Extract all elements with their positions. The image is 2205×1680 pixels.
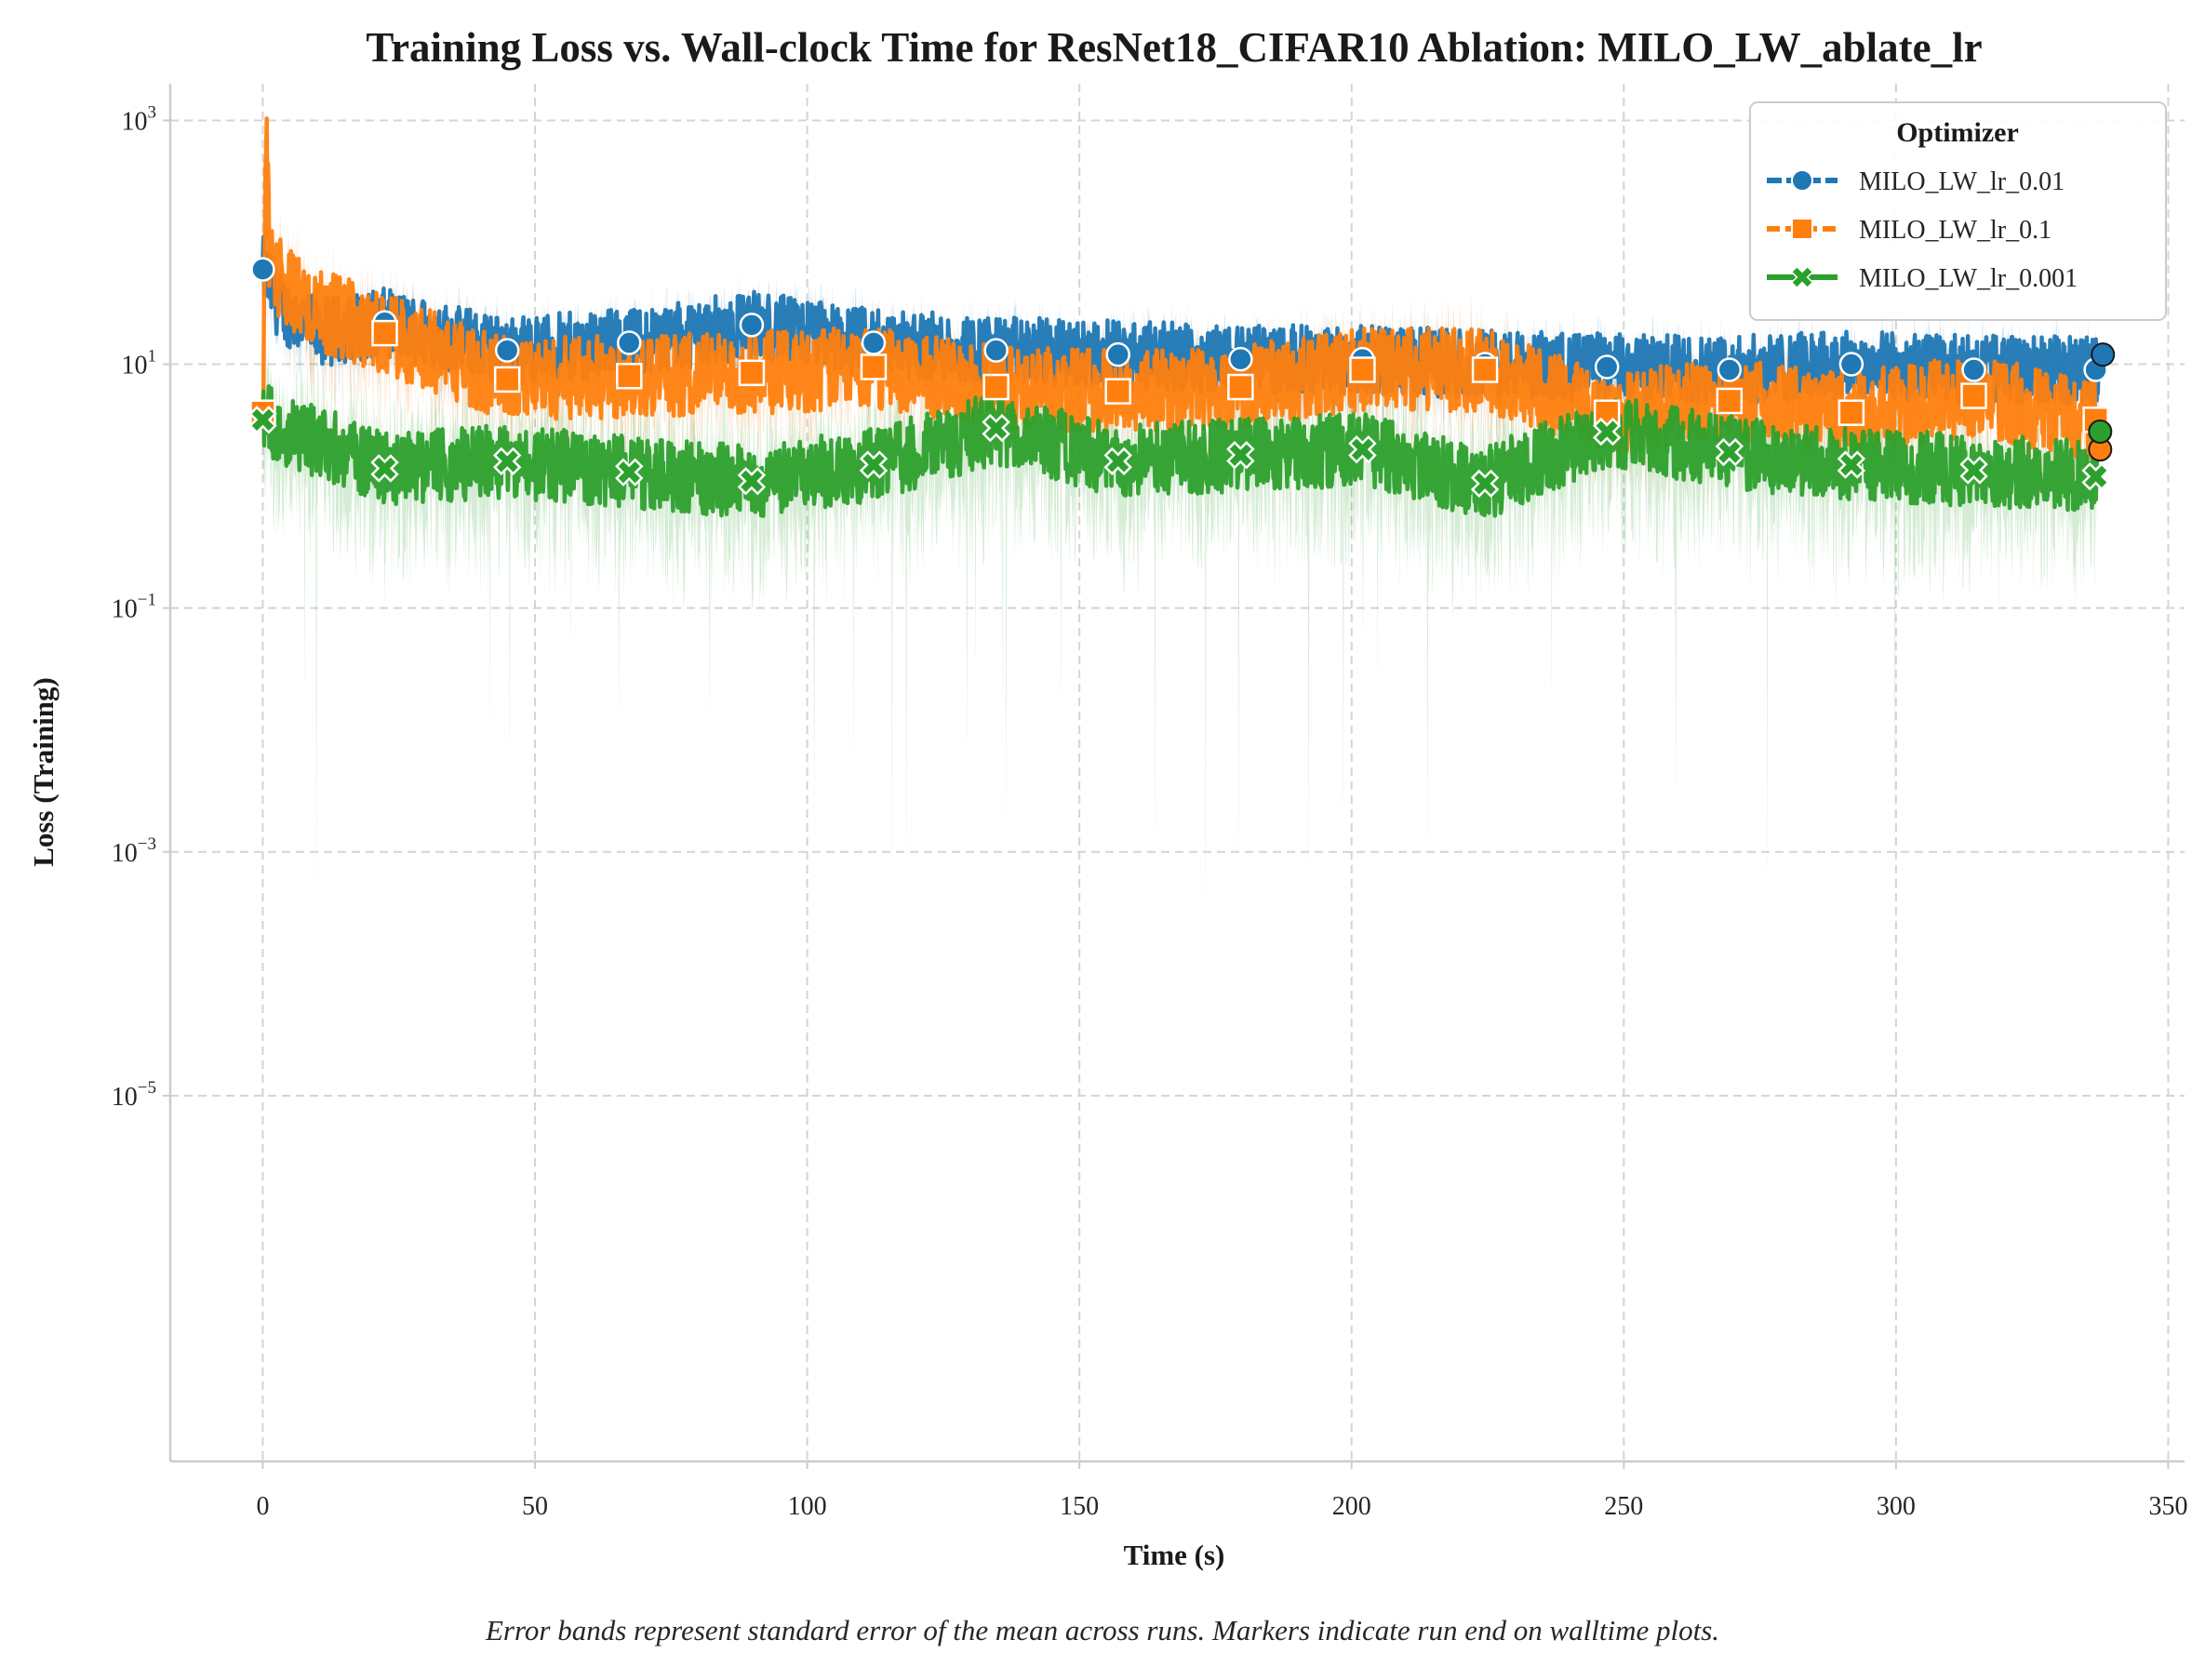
data-point (739, 313, 765, 338)
data-point (1226, 440, 1255, 470)
y-tick-label: 103 (122, 102, 157, 136)
y-axis-ticks: 10−5 10−3 10−1 101 103 (112, 102, 170, 1112)
data-point (1470, 469, 1500, 499)
series-lines (261, 116, 2103, 518)
x-tick-label: 0 (256, 1492, 269, 1521)
data-point (1471, 356, 1499, 383)
data-point (982, 413, 1010, 443)
data-point (1594, 354, 1620, 380)
legend-circle-icon (1791, 169, 1813, 192)
data-point (250, 257, 275, 282)
series-markers (248, 257, 2110, 499)
data-point (1715, 437, 1744, 467)
x-axis-ticks: 0 50 100 150 200 250 300 350 (256, 1461, 2187, 1521)
x-tick-label: 150 (1060, 1492, 1099, 1521)
data-point (2081, 462, 2110, 491)
x-tick-label: 50 (522, 1492, 548, 1521)
run-end-marker-MILO_LW_lr_0.001 (2088, 419, 2113, 444)
data-point (1961, 357, 1986, 382)
legend-square-icon (1791, 218, 1813, 240)
series-line-MILO_LW_lr_0.001 (261, 384, 2100, 518)
data-point (1838, 399, 1865, 426)
data-point (1960, 382, 1987, 409)
axes-spines (168, 84, 2185, 1463)
data-point (737, 466, 767, 496)
data-point (983, 338, 1009, 363)
data-point (1838, 352, 1864, 377)
data-point (370, 454, 399, 483)
data-point (1349, 356, 1376, 383)
y-axis-label: Loss (Training) (27, 677, 60, 867)
run-end-marker-MILO_LW_lr_0.01 (2091, 342, 2116, 367)
legend-box (1749, 101, 2167, 321)
x-tick-label: 300 (1877, 1492, 1916, 1521)
data-point (738, 359, 766, 387)
data-point (1717, 357, 1743, 382)
data-point (1716, 387, 1744, 415)
x-tick-label: 350 (2148, 1492, 2187, 1521)
x-axis-label: Time (s) (1124, 1539, 1225, 1571)
legend-title: Optimizer (1896, 117, 2019, 148)
data-point (494, 338, 520, 363)
data-point (859, 450, 889, 479)
data-point (1348, 434, 1377, 464)
run-end-markers (2088, 342, 2116, 462)
x-tick-label: 200 (1332, 1492, 1371, 1521)
data-point (1959, 456, 1988, 485)
y-tick-label: 101 (122, 347, 157, 380)
data-point (1592, 417, 1622, 447)
y-tick-label: 10−1 (112, 591, 156, 624)
x-tick-label: 250 (1604, 1492, 1643, 1521)
chart-title: Training Loss vs. Wall-clock Time for Re… (366, 24, 1982, 71)
data-point (492, 447, 522, 476)
data-point (982, 373, 1009, 401)
data-point (1837, 450, 1866, 479)
data-point (617, 330, 642, 355)
x-tick-label: 100 (788, 1492, 827, 1521)
figure-caption: Error bands represent standard error of … (485, 1614, 1720, 1647)
data-point (861, 330, 887, 355)
data-point (1227, 373, 1254, 401)
legend-x-icon (1790, 265, 1814, 289)
y-tick-label: 10−3 (112, 834, 156, 868)
data-point (860, 353, 888, 380)
y-tick-label: 10−5 (112, 1078, 156, 1112)
data-point (248, 406, 277, 434)
data-point (1228, 346, 1253, 372)
data-point (615, 458, 644, 487)
legend-items: MILO_LW_lr_0.01 MILO_LW_lr_0.1 MILO_LW_lr_… (1767, 167, 2078, 293)
legend: Optimizer MILO_LW_lr_0.01MILO_LW_lr_0.1M… (1749, 101, 2167, 321)
data-point (493, 366, 521, 393)
data-point (1105, 341, 1130, 367)
legend-label: MILO_LW_lr_0.001 (1859, 264, 2078, 293)
data-point (371, 319, 398, 347)
legend-label: MILO_LW_lr_0.01 (1859, 167, 2065, 196)
legend-label: MILO_LW_lr_0.1 (1859, 216, 2051, 245)
data-point (1103, 447, 1132, 476)
data-point (616, 363, 643, 390)
data-point (1104, 378, 1131, 405)
